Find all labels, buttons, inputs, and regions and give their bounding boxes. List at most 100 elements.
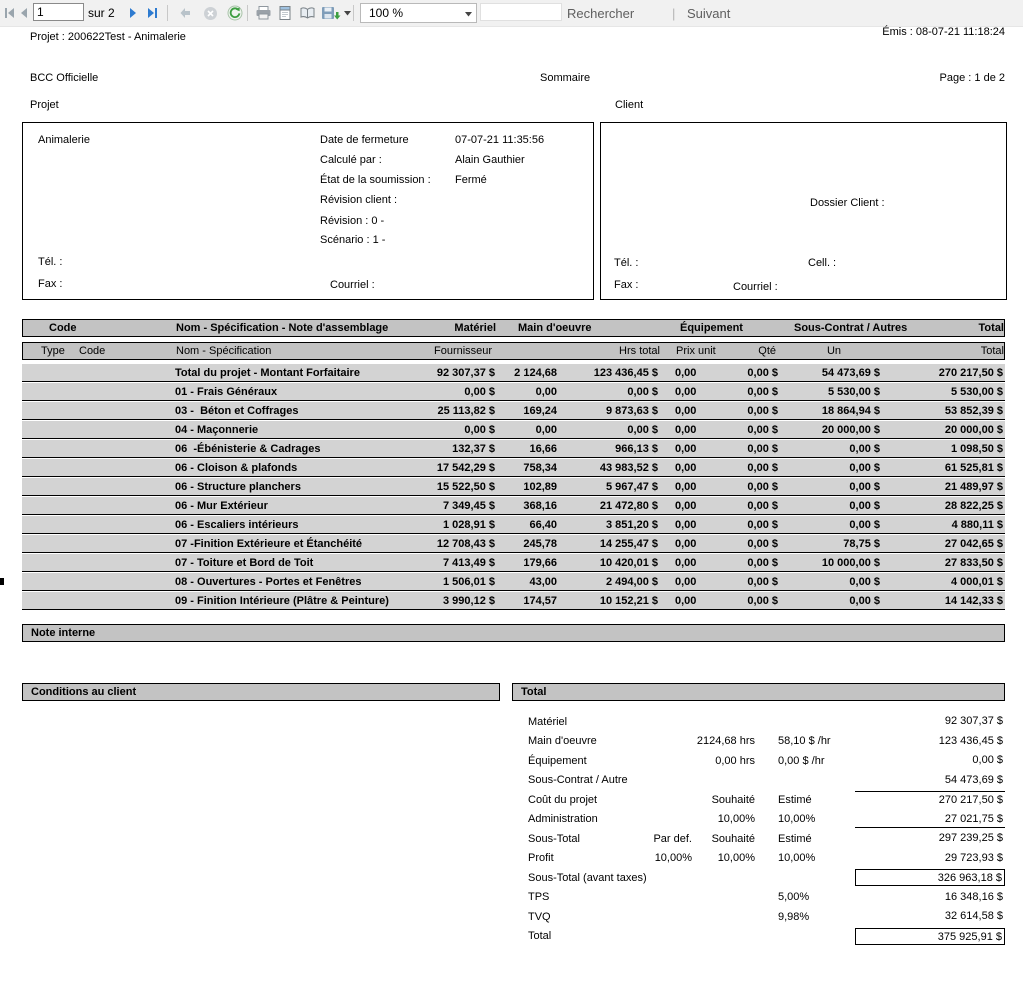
col-nom-2: Nom - Spécification: [176, 345, 272, 357]
row-total-cell: 1 098,50 $: [951, 442, 1003, 455]
calcule-par-label: Calculé par :: [320, 154, 382, 166]
row-name-cell: 04 - Maçonnerie: [175, 423, 259, 436]
project-courriel-label: Courriel :: [330, 279, 375, 291]
summary-table: Code Nom - Spécification - Note d'assemb…: [22, 319, 1005, 611]
totals-row: Sous-Total (avant taxes) 326 963,18 $: [512, 868, 1005, 888]
totals-label: Main d'oeuvre: [528, 735, 597, 748]
last-page-icon[interactable]: [145, 0, 159, 26]
suivant-link[interactable]: Suivant: [687, 5, 731, 21]
row-total-cell: 20 000,00 $: [944, 423, 1003, 436]
row-name-cell: 03 - Béton et Coffrages: [175, 404, 299, 417]
row-sous-contrat-cell: 0,00 $: [849, 575, 880, 588]
zoom-value: 100 %: [369, 6, 404, 20]
toolbar-separator: [353, 0, 354, 26]
search-input[interactable]: [480, 3, 562, 21]
row-equipement-cell: 0,00 $: [747, 594, 778, 607]
client-fax-label: Fax :: [614, 279, 639, 291]
totals-label: Sous-Total: [528, 832, 580, 845]
client-box: [600, 122, 1007, 300]
totals-amount: 297 239,25 $: [938, 832, 1003, 845]
col-qte: Qté: [758, 345, 776, 357]
row-materiel-cell: 132,37 $: [452, 442, 495, 455]
row-materiel-cell: 25 113,82 $: [437, 404, 495, 417]
row-main-doeuvre-cell: 5 967,47 $: [606, 480, 658, 493]
rechercher-link[interactable]: Rechercher: [567, 5, 635, 21]
project-fax-label: Fax :: [38, 278, 63, 290]
row-name-cell: 06 -Ébénisterie & Cadrages: [175, 442, 321, 455]
col-total-2: Total: [980, 345, 1004, 357]
row-sous-contrat-cell: 0,00 $: [849, 499, 880, 512]
table-row: 06 - Cloison & plafonds 17 542,29 $ 758,…: [22, 459, 1005, 477]
row-sous-contrat-cell: 20 000,00 $: [821, 423, 880, 436]
row-total-cell: 27 042,65 $: [944, 537, 1003, 550]
row-sous-contrat-cell: 0,00 $: [849, 518, 880, 531]
totals-col3: Estimé: [778, 793, 812, 806]
page-setup-icon[interactable]: [299, 0, 316, 26]
page-number-input[interactable]: [33, 3, 84, 21]
totals-row: Coût du projet Souhaité Estimé 270 217,5…: [512, 790, 1005, 810]
row-name-cell: 06 - Cloison & plafonds: [175, 461, 298, 474]
row-equipement-cell: 0,00 $: [747, 575, 778, 588]
refresh-icon[interactable]: [227, 0, 243, 26]
col-main-doeuvre: Main d'oeuvre: [518, 322, 592, 334]
row-sous-contrat-cell: 0,00 $: [849, 442, 880, 455]
next-page-icon[interactable]: [126, 0, 140, 26]
col-type: Type: [41, 345, 65, 357]
row-hrs-cell: 758,34: [523, 461, 557, 474]
totals-amount: 27 021,75 $: [855, 811, 1005, 828]
totals-amount: 123 436,45 $: [938, 734, 1003, 747]
project-name: Animalerie: [38, 134, 90, 146]
first-page-icon[interactable]: [3, 0, 17, 26]
totals-col1: Par def.: [653, 832, 692, 845]
row-hrs-cell: 368,16: [523, 499, 557, 512]
totals-col3: 10,00%: [778, 852, 816, 865]
totals-amount: 92 307,37 $: [944, 715, 1003, 728]
row-hrs-cell: 169,24: [523, 404, 557, 417]
row-prix-unit-cell: 0,00: [675, 423, 697, 436]
row-materiel-cell: 12 708,43 $: [436, 537, 495, 550]
totals-amount: 326 963,18 $: [855, 869, 1005, 887]
report-title: Sommaire: [540, 72, 591, 84]
row-sous-contrat-cell: 10 000,00 $: [821, 556, 880, 569]
print-icon[interactable]: [255, 0, 272, 26]
client-tel-label: Tél. :: [614, 257, 639, 269]
find-separator: |: [672, 5, 676, 21]
back-icon[interactable]: [177, 0, 193, 26]
totals-label: Administration: [528, 813, 598, 826]
project-tel-label: Tél. :: [38, 256, 63, 268]
row-name-cell: 06 - Mur Extérieur: [175, 499, 268, 512]
row-equipement-cell: 0,00 $: [747, 404, 778, 417]
export-icon[interactable]: [321, 0, 341, 26]
col-un: Un: [826, 345, 842, 357]
client-courriel-label: Courriel :: [733, 281, 778, 293]
totals-row: Sous-Total Par def. Souhaité Estimé 297 …: [512, 829, 1005, 849]
table-row: 06 - Structure planchers 15 522,50 $ 102…: [22, 478, 1005, 496]
row-main-doeuvre-cell: 10 152,21 $: [599, 594, 658, 607]
table-row: 01 - Frais Généraux 0,00 $ 0,00 0,00 $ 0…: [22, 383, 1005, 401]
row-prix-unit-cell: 0,00: [675, 366, 697, 379]
row-materiel-cell: 1 506,01 $: [443, 575, 495, 588]
totals-amount: 32 614,58 $: [944, 910, 1003, 923]
totals-col1: 10,00%: [654, 852, 692, 865]
totals-col2: Souhaité: [711, 793, 755, 806]
row-main-doeuvre-cell: 9 873,63 $: [606, 404, 658, 417]
row-main-doeuvre-cell: 2 494,00 $: [606, 575, 658, 588]
zoom-select[interactable]: 100 %: [360, 3, 477, 23]
table-row: Total du projet - Montant Forfaitaire 92…: [22, 364, 1005, 382]
totals-col2: 10,00%: [717, 852, 755, 865]
col-sous-contrat: Sous-Contrat / Autres: [794, 322, 908, 334]
col-materiel: Matériel: [454, 322, 496, 334]
table-header-row-2: Type Code Nom - Spécification Fournisseu…: [22, 342, 1005, 360]
row-materiel-cell: 0,00 $: [464, 423, 495, 436]
project-section-label: Projet: [30, 99, 59, 111]
print-layout-icon[interactable]: [277, 0, 293, 26]
row-equipement-cell: 0,00 $: [747, 518, 778, 531]
stop-icon[interactable]: [203, 0, 218, 26]
previous-page-icon[interactable]: [17, 0, 31, 26]
export-caret-icon[interactable]: [344, 0, 351, 26]
row-name-cell: 07 - Toiture et Bord de Toit: [175, 556, 314, 569]
totals-amount: 54 473,69 $: [944, 773, 1003, 786]
row-sous-contrat-cell: 18 864,94 $: [821, 404, 880, 417]
totals-row: Main d'oeuvre 2124,68 hrs 58,10 $ /hr 12…: [512, 732, 1005, 752]
